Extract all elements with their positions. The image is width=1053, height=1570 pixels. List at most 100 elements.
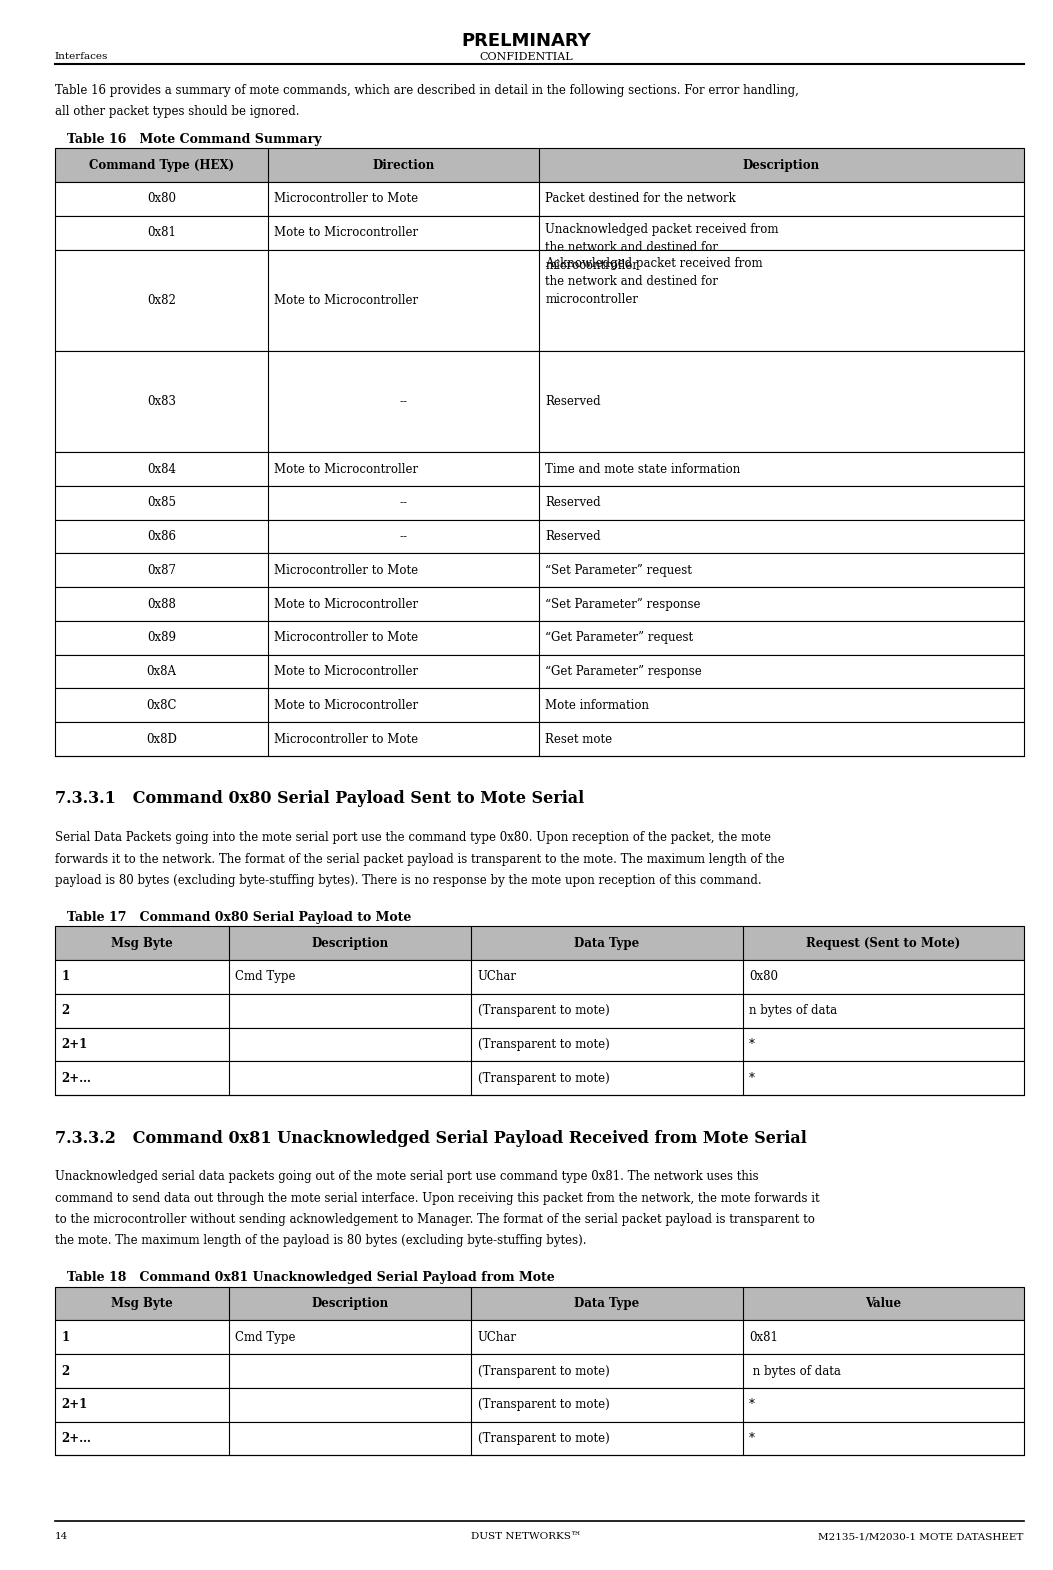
Text: 0x87: 0x87 <box>146 564 176 576</box>
Text: PRELMINARY: PRELMINARY <box>461 31 592 50</box>
Text: Command Type (HEX): Command Type (HEX) <box>88 159 234 171</box>
Text: DUST NETWORKS™: DUST NETWORKS™ <box>472 1532 581 1542</box>
Text: Microcontroller to Mote: Microcontroller to Mote <box>274 193 418 206</box>
Bar <box>55 149 1024 182</box>
Text: 2: 2 <box>61 1005 69 1017</box>
Text: Unacknowledged packet received from
the network and destined for
microcontroller: Unacknowledged packet received from the … <box>545 223 779 273</box>
Bar <box>55 688 1024 722</box>
Text: 0x85: 0x85 <box>146 496 176 509</box>
Text: (Transparent to mote): (Transparent to mote) <box>478 1072 610 1085</box>
Text: CONFIDENTIAL: CONFIDENTIAL <box>480 52 573 61</box>
Bar <box>55 1388 1024 1421</box>
Text: *: * <box>749 1432 755 1444</box>
Text: payload is 80 bytes (excluding byte-stuffing bytes). There is no response by the: payload is 80 bytes (excluding byte-stuf… <box>55 873 761 887</box>
Text: 0x88: 0x88 <box>146 598 176 611</box>
Text: 0x84: 0x84 <box>146 463 176 476</box>
Text: 2+…: 2+… <box>61 1072 91 1085</box>
Bar <box>55 620 1024 655</box>
Bar <box>55 182 1024 217</box>
Text: Cmd Type: Cmd Type <box>236 970 296 983</box>
Text: Value: Value <box>865 1297 901 1309</box>
Text: Microcontroller to Mote: Microcontroller to Mote <box>274 733 418 746</box>
Text: Table 18   Command 0x81 Unacknowledged Serial Payload from Mote: Table 18 Command 0x81 Unacknowledged Ser… <box>67 1270 555 1284</box>
Text: 0x8D: 0x8D <box>146 733 177 746</box>
Text: n bytes of data: n bytes of data <box>749 1364 840 1377</box>
Bar <box>55 994 1024 1027</box>
Text: Description: Description <box>312 937 389 950</box>
Bar <box>55 1061 1024 1094</box>
Text: the mote. The maximum length of the payload is 80 bytes (excluding byte-stuffing: the mote. The maximum length of the payl… <box>55 1234 587 1247</box>
Text: “Set Parameter” response: “Set Parameter” response <box>545 598 701 611</box>
Text: Description: Description <box>312 1297 389 1309</box>
Bar <box>55 250 1024 352</box>
Text: Packet destined for the network: Packet destined for the network <box>545 193 736 206</box>
Text: Acknowledged packet received from
the network and destined for
microcontroller: Acknowledged packet received from the ne… <box>545 257 763 306</box>
Text: 2+1: 2+1 <box>61 1038 87 1050</box>
Text: Microcontroller to Mote: Microcontroller to Mote <box>274 564 418 576</box>
Text: 0x80: 0x80 <box>146 193 176 206</box>
Text: 2+…: 2+… <box>61 1432 91 1444</box>
Text: *: * <box>749 1072 755 1085</box>
Text: all other packet types should be ignored.: all other packet types should be ignored… <box>55 105 299 118</box>
Text: 0x80: 0x80 <box>749 970 778 983</box>
Bar <box>55 1353 1024 1388</box>
Text: Time and mote state information: Time and mote state information <box>545 463 740 476</box>
Bar <box>55 1421 1024 1455</box>
Bar <box>55 553 1024 587</box>
Text: Mote information: Mote information <box>545 699 650 711</box>
Text: Data Type: Data Type <box>574 937 639 950</box>
Bar <box>55 1027 1024 1061</box>
Text: 0x81: 0x81 <box>146 226 176 239</box>
Text: n bytes of data: n bytes of data <box>749 1005 837 1017</box>
Text: --: -- <box>399 396 408 408</box>
Text: Cmd Type: Cmd Type <box>236 1331 296 1344</box>
Text: 0x82: 0x82 <box>146 294 176 306</box>
Text: *: * <box>749 1038 755 1050</box>
Text: 1: 1 <box>61 1331 69 1344</box>
Text: (Transparent to mote): (Transparent to mote) <box>478 1038 610 1050</box>
Text: forwards it to the network. The format of the serial packet payload is transpare: forwards it to the network. The format o… <box>55 853 784 865</box>
Text: 0x89: 0x89 <box>146 631 176 644</box>
Text: Data Type: Data Type <box>574 1297 639 1309</box>
Text: 0x8C: 0x8C <box>146 699 177 711</box>
Bar <box>55 722 1024 755</box>
Text: --: -- <box>399 496 408 509</box>
Text: Mote to Microcontroller: Mote to Microcontroller <box>274 598 418 611</box>
Text: (Transparent to mote): (Transparent to mote) <box>478 1399 610 1411</box>
Bar <box>55 587 1024 620</box>
Text: Msg Byte: Msg Byte <box>111 937 173 950</box>
Bar <box>55 1286 1024 1320</box>
Text: --: -- <box>399 531 408 543</box>
Text: 0x83: 0x83 <box>146 396 176 408</box>
Bar <box>55 350 1024 452</box>
Text: Mote to Microcontroller: Mote to Microcontroller <box>274 294 418 306</box>
Text: “Get Parameter” request: “Get Parameter” request <box>545 631 694 644</box>
Text: 14: 14 <box>55 1532 68 1542</box>
Text: UChar: UChar <box>478 1331 517 1344</box>
Text: Table 17   Command 0x80 Serial Payload to Mote: Table 17 Command 0x80 Serial Payload to … <box>67 911 412 923</box>
Text: (Transparent to mote): (Transparent to mote) <box>478 1432 610 1444</box>
Text: Reserved: Reserved <box>545 396 601 408</box>
Text: Table 16 provides a summary of mote commands, which are described in detail in t: Table 16 provides a summary of mote comm… <box>55 83 798 97</box>
Text: Reset mote: Reset mote <box>545 733 613 746</box>
Text: Mote to Microcontroller: Mote to Microcontroller <box>274 463 418 476</box>
Bar <box>55 959 1024 994</box>
Bar <box>55 487 1024 520</box>
Text: *: * <box>749 1399 755 1411</box>
Text: Mote to Microcontroller: Mote to Microcontroller <box>274 226 418 239</box>
Text: Msg Byte: Msg Byte <box>111 1297 173 1309</box>
Text: 7.3.3.2   Command 0x81 Unacknowledged Serial Payload Received from Mote Serial: 7.3.3.2 Command 0x81 Unacknowledged Seri… <box>55 1129 807 1146</box>
Text: Table 16   Mote Command Summary: Table 16 Mote Command Summary <box>67 133 322 146</box>
Bar <box>55 926 1024 959</box>
Text: Serial Data Packets going into the mote serial port use the command type 0x80. U: Serial Data Packets going into the mote … <box>55 831 771 845</box>
Text: “Set Parameter” request: “Set Parameter” request <box>545 564 692 576</box>
Text: 7.3.3.1   Command 0x80 Serial Payload Sent to Mote Serial: 7.3.3.1 Command 0x80 Serial Payload Sent… <box>55 790 583 807</box>
Text: Request (Sent to Mote): Request (Sent to Mote) <box>806 937 960 950</box>
Bar <box>55 452 1024 485</box>
Bar <box>55 217 1024 250</box>
Text: command to send data out through the mote serial interface. Upon receiving this : command to send data out through the mot… <box>55 1192 819 1204</box>
Text: Direction: Direction <box>373 159 435 171</box>
Text: Reserved: Reserved <box>545 531 601 543</box>
Text: 2+1: 2+1 <box>61 1399 87 1411</box>
Text: 0x81: 0x81 <box>749 1331 778 1344</box>
